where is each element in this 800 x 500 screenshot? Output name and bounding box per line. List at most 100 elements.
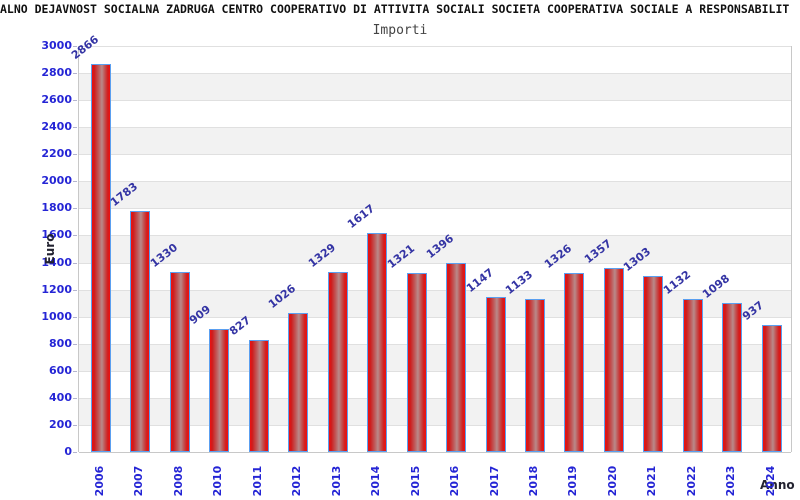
y-axis-title: Euro bbox=[43, 233, 57, 265]
y-tick-label: 2200 bbox=[41, 147, 72, 161]
y-tick-label: 2800 bbox=[41, 66, 72, 80]
x-tick-label: 2021 bbox=[645, 465, 659, 497]
bar-2022 bbox=[682, 298, 703, 452]
x-tick-label: 2018 bbox=[526, 465, 540, 497]
x-tick-label: 2017 bbox=[487, 465, 501, 497]
x-tick-label: 2012 bbox=[290, 465, 304, 497]
grid-band bbox=[79, 262, 791, 290]
gridline bbox=[79, 208, 791, 209]
y-tick-label: 1000 bbox=[41, 309, 72, 323]
y-tick-mark bbox=[73, 154, 77, 155]
x-tick-label: 2013 bbox=[329, 465, 343, 497]
bar-2008 bbox=[169, 272, 190, 452]
bar-2016 bbox=[446, 263, 467, 452]
bar-2021 bbox=[643, 275, 664, 452]
grid-band bbox=[79, 100, 791, 128]
x-tick-label: 2022 bbox=[684, 465, 698, 497]
gridline bbox=[79, 398, 791, 399]
gridline bbox=[79, 290, 791, 291]
x-axis-line bbox=[79, 452, 791, 453]
gridline bbox=[79, 371, 791, 372]
gridline bbox=[79, 181, 791, 182]
y-tick-label: 200 bbox=[49, 417, 72, 431]
y-tick-label: 2400 bbox=[41, 120, 72, 134]
gridline bbox=[79, 344, 791, 345]
grid-band bbox=[79, 154, 791, 182]
y-tick-label: 2600 bbox=[41, 93, 72, 107]
y-tick-label: 1600 bbox=[41, 228, 72, 242]
bar-2007 bbox=[130, 210, 151, 452]
y-tick-label: 1200 bbox=[41, 282, 72, 296]
bar-2012 bbox=[288, 313, 309, 452]
grid-band bbox=[79, 424, 791, 452]
y-tick-mark bbox=[73, 208, 77, 209]
bar-2024 bbox=[761, 325, 782, 452]
gridline bbox=[79, 46, 791, 47]
y-tick-mark bbox=[73, 344, 77, 345]
gridline bbox=[79, 235, 791, 236]
bar-2011 bbox=[248, 340, 269, 452]
gridline bbox=[79, 100, 791, 101]
y-tick-mark bbox=[73, 398, 77, 399]
grid-band bbox=[79, 343, 791, 371]
bar-2014 bbox=[367, 233, 388, 452]
x-tick-label: 2011 bbox=[250, 465, 264, 497]
x-tick-label: 2007 bbox=[132, 465, 146, 497]
x-tick-label: 2008 bbox=[171, 465, 185, 497]
grid-band bbox=[79, 289, 791, 317]
x-tick-label: 2019 bbox=[566, 465, 580, 497]
gridline bbox=[79, 425, 791, 426]
grid-band bbox=[79, 370, 791, 398]
x-tick-label: 2024 bbox=[763, 465, 777, 497]
bar-2015 bbox=[406, 273, 427, 452]
bar-2019 bbox=[564, 272, 585, 452]
y-tick-mark bbox=[73, 73, 77, 74]
bar-2010 bbox=[209, 328, 230, 452]
y-tick-mark bbox=[73, 371, 77, 372]
bar-2013 bbox=[327, 272, 348, 452]
y-tick-label: 0 bbox=[64, 445, 72, 458]
chart-title: ALNO DEJAVNOST SOCIALNA ZADRUGA CENTRO C… bbox=[0, 2, 790, 16]
y-tick-label: 2000 bbox=[41, 174, 72, 188]
y-tick-mark bbox=[73, 425, 77, 426]
grid-band bbox=[79, 127, 791, 155]
x-tick-label: 2020 bbox=[605, 465, 619, 497]
y-tick-label: 1800 bbox=[41, 201, 72, 215]
bar-2020 bbox=[603, 268, 624, 452]
grid-band bbox=[79, 73, 791, 101]
y-tick-mark bbox=[73, 452, 77, 453]
grid-band bbox=[79, 181, 791, 209]
bar-2018 bbox=[524, 298, 545, 452]
bar-2017 bbox=[485, 296, 506, 452]
grid-band bbox=[79, 316, 791, 344]
grid-band bbox=[79, 46, 791, 74]
y-tick-mark bbox=[73, 46, 77, 47]
grid-band bbox=[79, 397, 791, 425]
y-tick-label: 400 bbox=[49, 390, 72, 404]
x-axis-title: Anno bbox=[760, 478, 795, 492]
plot-area: 2866 1783 1330 909 827 1026 1329 1617 1321 1396 11… bbox=[69, 33, 792, 453]
y-tick-mark bbox=[73, 317, 77, 318]
y-tick-mark bbox=[73, 100, 77, 101]
x-tick-label: 2010 bbox=[211, 465, 225, 497]
bar-2006 bbox=[91, 64, 111, 452]
y-tick-mark bbox=[73, 127, 77, 128]
y-tick-label: 800 bbox=[49, 336, 72, 350]
grid-band bbox=[79, 235, 791, 263]
y-tick-mark bbox=[73, 263, 77, 264]
y-tick-label: 600 bbox=[49, 363, 72, 377]
gridline bbox=[79, 73, 791, 74]
chart-subtitle: Importi bbox=[372, 23, 428, 38]
gridline bbox=[79, 154, 791, 155]
gridline bbox=[79, 127, 791, 128]
gridline bbox=[79, 263, 791, 264]
y-tick-mark bbox=[73, 235, 77, 236]
y-tick-label: 3000 bbox=[41, 39, 72, 52]
y-tick-mark bbox=[73, 181, 77, 182]
bar-2023 bbox=[722, 303, 743, 452]
x-tick-label: 2015 bbox=[408, 465, 422, 497]
x-tick-label: 2006 bbox=[93, 465, 106, 497]
x-tick-label: 2014 bbox=[369, 465, 383, 497]
gridline bbox=[79, 317, 791, 318]
